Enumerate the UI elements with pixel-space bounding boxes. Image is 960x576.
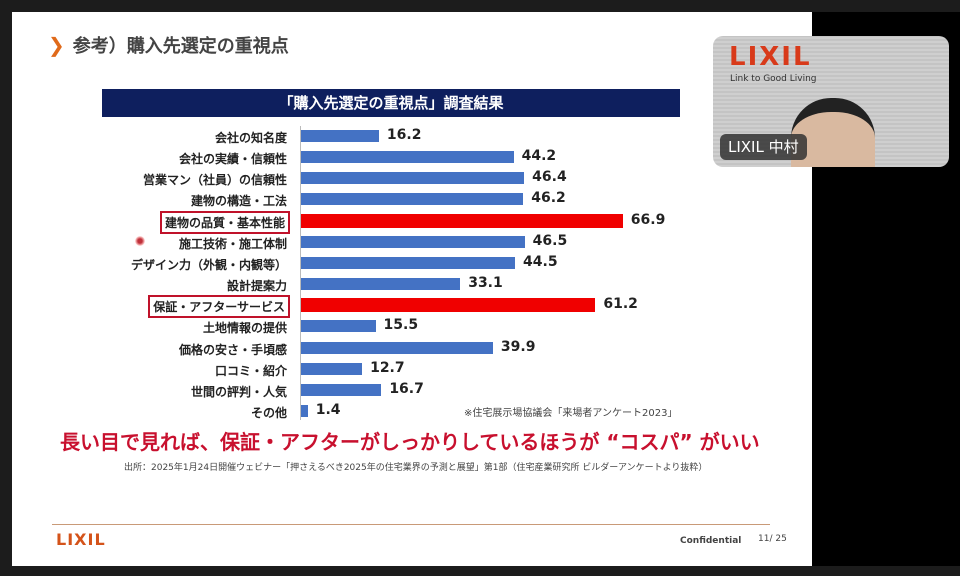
bar-row: 価格の安さ・手頃感 39.9 — [12, 338, 792, 359]
presentation-slide: ❯ 参考）購入先選定の重視点 「購入先選定の重視点」調査結果 会社の知名度 16.… — [12, 12, 812, 566]
category-label: 建物の品質・基本性能 — [159, 210, 290, 234]
category-label: 設計提案力 — [226, 279, 287, 294]
data-label: 15.5 — [383, 317, 419, 334]
lixil-logo: LIXIL — [56, 530, 106, 549]
confidential-label: Confidential — [680, 536, 742, 546]
data-label: 44.2 — [521, 148, 557, 165]
data-label: 39.9 — [500, 338, 536, 355]
category-label: 建物の構造・工法 — [190, 194, 287, 209]
data-label: 66.9 — [630, 211, 666, 228]
data-label: 61.2 — [603, 296, 638, 313]
bar-row: 建物の構造・工法 46.2 — [12, 189, 792, 210]
chevron-right-icon: ❯ — [48, 33, 65, 57]
bar — [301, 256, 516, 269]
data-label: 44.5 — [523, 253, 558, 270]
bar — [301, 341, 493, 354]
bar — [301, 362, 363, 375]
category-label: 営業マン（社員）の信頼性 — [142, 173, 287, 188]
category-label: 保証・アフターサービス — [148, 295, 290, 319]
total-pages: / 25 — [769, 534, 787, 544]
bar — [301, 383, 382, 396]
category-label: 価格の安さ・手頃感 — [178, 342, 287, 357]
bar — [301, 151, 514, 164]
data-label: 16.7 — [389, 380, 424, 397]
bar — [301, 235, 525, 248]
bar — [301, 298, 596, 313]
category-label: デザイン力（外観・内観等） — [130, 257, 287, 272]
category-label: 土地情報の提供 — [202, 321, 287, 336]
participant-video[interactable]: LIXIL Link to Good Living LIXIL 中村 — [713, 36, 949, 167]
survey-note: ※住宅展示場協議会「来場者アンケート2023」 — [464, 408, 678, 419]
page-number: 11/ 25 — [758, 534, 787, 544]
slide-title-text: 参考）購入先選定の重視点 — [72, 36, 289, 57]
bar-row: 営業マン（社員）の信頼性 46.4 — [12, 168, 792, 189]
data-label: 1.4 — [315, 401, 341, 418]
bar — [301, 213, 623, 228]
bar-row: 会社の知名度 16.2 — [12, 126, 792, 147]
data-label: 46.4 — [532, 169, 567, 186]
bar — [301, 193, 524, 206]
bar-row: 口コミ・紹介 12.7 — [12, 359, 792, 380]
slide-title: ❯ 参考）購入先選定の重視点 — [48, 32, 289, 58]
bar-row: 保証・アフターサービス 61.2 — [12, 295, 792, 319]
bar-row: デザイン力（外観・内観等） 44.5 — [12, 253, 792, 274]
laser-pointer — [135, 236, 145, 246]
source-citation: 出所：2025年1月24日開催ウェビナー「押さえるべき2025年の住宅業界の予測… — [124, 463, 708, 473]
chart-title: 「購入先選定の重視点」調査結果 — [102, 89, 680, 117]
bar-row: 世間の評判・人気 16.7 — [12, 380, 792, 401]
video-background-logo: LIXIL — [729, 42, 812, 72]
bar-row: 施工技術・施工体制 46.5 — [12, 232, 792, 253]
bar — [301, 404, 308, 417]
current-page: 11 — [758, 534, 770, 544]
data-label: 12.7 — [370, 359, 405, 376]
bar-row: 設計提案力 33.1 — [12, 274, 792, 295]
category-label: 世間の評判・人気 — [190, 384, 287, 399]
category-label: 会社の知名度 — [214, 131, 287, 145]
data-label: 33.1 — [468, 275, 503, 292]
participant-name: LIXIL 中村 — [720, 134, 807, 160]
chart-axis — [300, 126, 301, 420]
footer-divider — [52, 524, 770, 525]
bar-row: 土地情報の提供 15.5 — [12, 316, 792, 337]
bar — [301, 278, 461, 291]
bar — [301, 130, 379, 142]
bar-row: その他 1.4 — [12, 401, 792, 422]
category-label: その他 — [250, 405, 287, 420]
tagline: 長い目で見れば、保証・アフターがしっかりしているほうが “コスパ” がいい — [60, 430, 760, 454]
category-label: 口コミ・紹介 — [214, 363, 287, 378]
bar — [301, 320, 376, 333]
data-label: 16.2 — [386, 127, 422, 143]
category-label: 会社の実績・信頼性 — [178, 152, 287, 167]
bar-row: 建物の品質・基本性能 66.9 — [12, 210, 792, 234]
bar — [301, 172, 525, 185]
data-label: 46.5 — [532, 232, 568, 249]
data-label: 46.2 — [531, 190, 566, 207]
bar-row: 会社の実績・信頼性 44.2 — [12, 147, 792, 168]
video-background-slogan: Link to Good Living — [730, 74, 817, 84]
category-label: 施工技術・施工体制 — [178, 236, 287, 251]
